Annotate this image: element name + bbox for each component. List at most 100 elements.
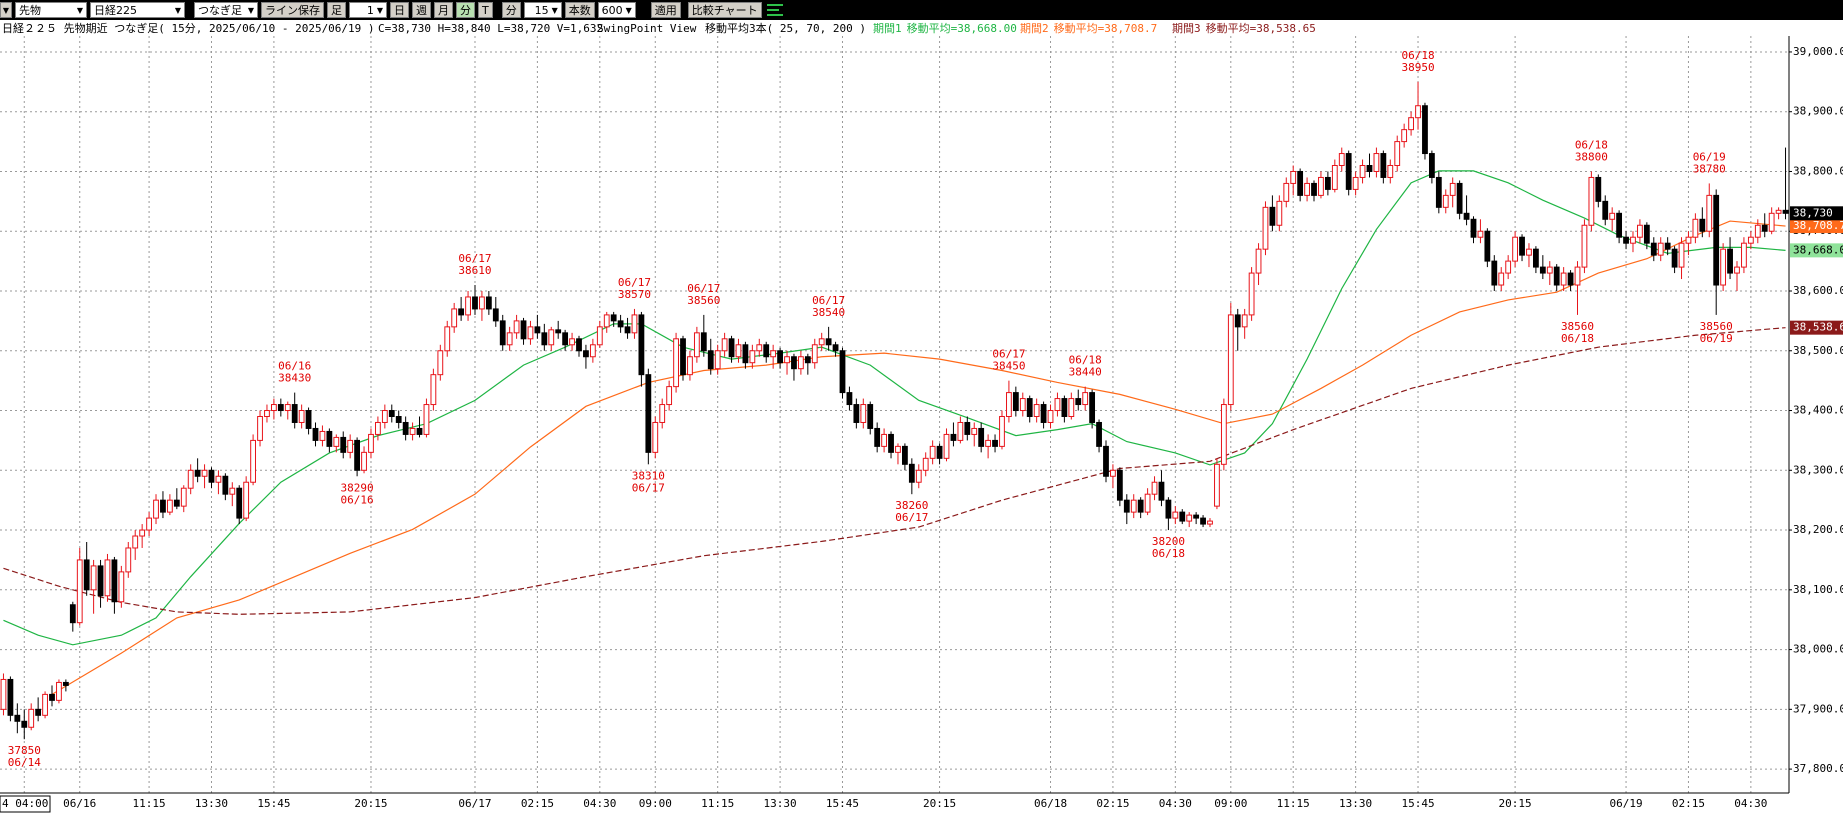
candle-body (784, 356, 790, 364)
symbol-select[interactable]: 日経225 (90, 2, 185, 18)
candle-body (1623, 236, 1629, 244)
period-button[interactable]: 日 (390, 2, 409, 18)
x-tick-label: 13:30 (764, 797, 797, 810)
candle-body (1512, 236, 1519, 262)
candle-body (978, 427, 985, 447)
chart-icon[interactable] (765, 2, 785, 18)
candle-body (1643, 224, 1650, 244)
y-tick-label: 39,000.0 (1793, 45, 1843, 58)
candle-body (243, 481, 250, 519)
candle-body (1220, 404, 1227, 465)
count-input[interactable]: 600 (597, 2, 636, 18)
candle-body (971, 427, 978, 435)
candle-body (257, 416, 263, 441)
candle-body (1165, 499, 1172, 519)
candle-body (485, 296, 492, 310)
candle-body (1574, 266, 1581, 286)
candle-body (1262, 206, 1269, 250)
period-button[interactable]: 月 (434, 2, 453, 18)
apply-button[interactable]: 適用 (650, 2, 681, 18)
candle-body (1172, 511, 1179, 519)
candle-body (97, 565, 104, 597)
candle-body (326, 430, 333, 447)
candle-body (1006, 392, 1012, 418)
legend-entry: 期間3 移動平均=38,538.65 (1172, 21, 1316, 35)
candle-body (1255, 248, 1262, 274)
candle-body (1068, 398, 1075, 418)
candle-body (1110, 469, 1116, 477)
candle-body (936, 445, 943, 459)
swing-date: 06/18 (1575, 138, 1608, 151)
candle-body (416, 427, 423, 435)
swing-date: 06/14 (8, 756, 41, 769)
candle-body (908, 463, 915, 483)
candle-body (1706, 194, 1713, 232)
menu-arrow[interactable]: ▼ (0, 2, 12, 18)
candle-body (1269, 206, 1276, 226)
ma-last-box (1790, 320, 1843, 335)
candle-body (284, 404, 291, 412)
swing-date: 06/16 (341, 493, 374, 506)
candle-body (118, 571, 125, 603)
period-button[interactable]: T (478, 2, 493, 18)
candle-body (673, 338, 679, 388)
swing-price: 38560 (1561, 320, 1594, 333)
period-button[interactable]: 週 (412, 2, 431, 18)
candle-body (1380, 153, 1387, 178)
candle-body (395, 416, 402, 423)
candle-body (160, 499, 166, 513)
x-tick-label: 09:00 (1214, 797, 1247, 810)
candle-body (90, 565, 97, 591)
candle-body (1373, 153, 1380, 172)
ma-caption: 移動平均3本( 25, 70, 200 ) (705, 21, 866, 35)
period-button[interactable]: 分 (456, 2, 475, 18)
candle-body (1484, 230, 1491, 262)
minute-input[interactable]: 15 (523, 2, 562, 18)
candle-body (1442, 194, 1449, 208)
candle-body (992, 439, 998, 447)
candle-body (125, 547, 132, 573)
swing-date: 06/17 (458, 252, 491, 265)
save-button[interactable]: ライン保存 (261, 2, 324, 18)
candle-body (1498, 272, 1505, 286)
candle-body (506, 332, 513, 346)
candle-body (298, 410, 305, 423)
candle-body (1227, 314, 1234, 406)
candle-body (1137, 499, 1144, 513)
market-select[interactable]: 先物 (15, 2, 87, 18)
candle-body (735, 344, 742, 358)
x-tick-label: 20:15 (354, 797, 387, 810)
candle-body (375, 421, 381, 435)
x-tick-label: 11:15 (133, 797, 166, 810)
candle-body (839, 350, 846, 394)
candle-body (610, 314, 617, 322)
candle-body (153, 499, 159, 519)
candle-body (603, 314, 610, 328)
swing-price: 38260 (895, 499, 928, 512)
candle-body (139, 529, 146, 537)
swing-price: 38440 (1069, 366, 1102, 379)
bar-input[interactable]: 1 (349, 2, 387, 18)
candle-body (742, 344, 749, 364)
candle-body (714, 350, 721, 370)
candle-body (1428, 153, 1435, 178)
candle-body (1422, 105, 1428, 155)
candle-body (1630, 236, 1636, 244)
candle-body (1533, 248, 1539, 268)
candle-body (21, 720, 28, 728)
candle-body (1609, 212, 1616, 220)
x-tick-label: 15:45 (1401, 797, 1434, 810)
compare-button[interactable]: 比較チャート (687, 2, 762, 18)
x-tick-label: 06/19 (1609, 797, 1642, 810)
candle-body (1678, 242, 1685, 268)
toolbar: ▼ 先物 日経225 つなぎ足 ライン保存 足 1 日 週 月 分 T 分 15… (0, 0, 1843, 20)
candle-body (1103, 445, 1109, 477)
candle-body (1720, 248, 1727, 286)
chart-kind-select[interactable]: つなぎ足 (194, 2, 258, 18)
candle-body (1456, 182, 1463, 214)
candle-body (1664, 242, 1671, 250)
ma-last-box (1790, 219, 1843, 234)
x-tick-label: 15:45 (257, 797, 290, 810)
y-tick-label: 38,200.0 (1793, 523, 1843, 536)
candle-body (1186, 514, 1193, 522)
